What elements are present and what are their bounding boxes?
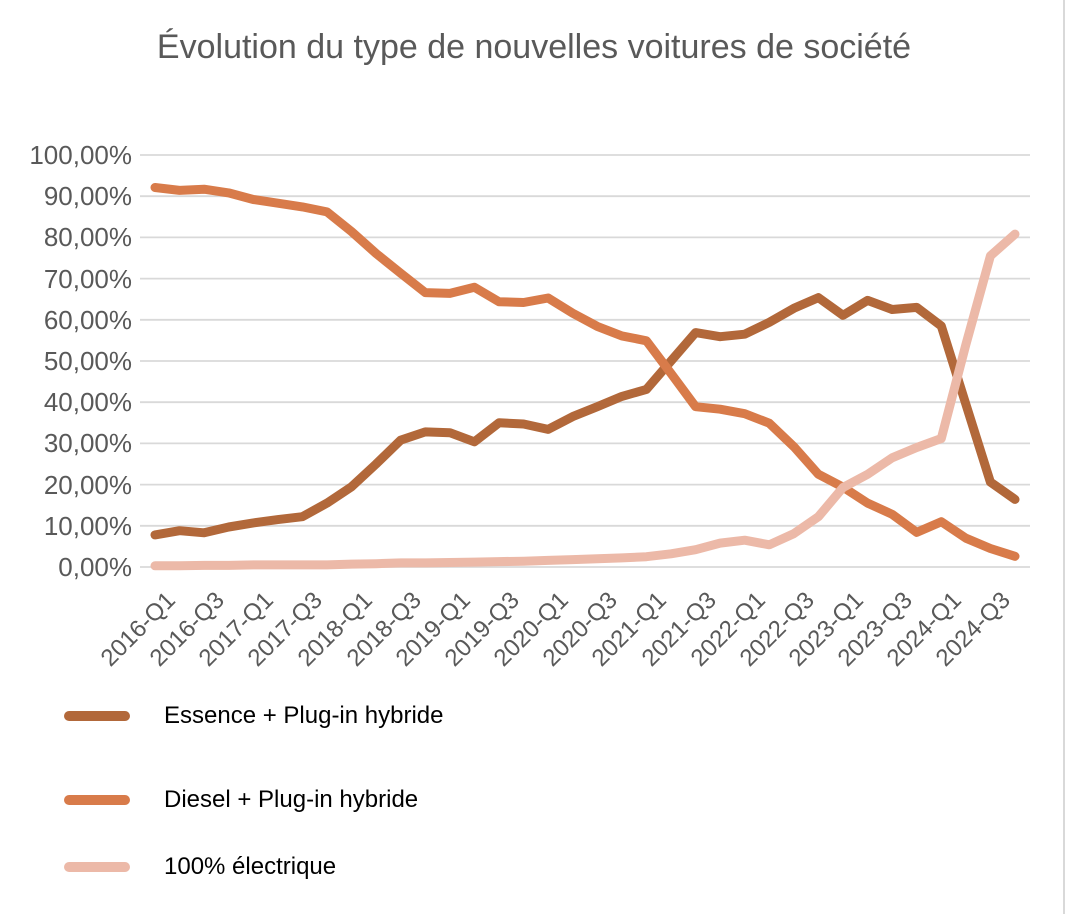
chart-title: Évolution du type de nouvelles voitures …: [156, 28, 912, 66]
y-axis-tick-label: 20,00%: [43, 469, 132, 500]
y-axis-tick-label: 70,00%: [43, 263, 132, 294]
legend-label-diesel: Diesel + Plug-in hybride: [164, 786, 419, 813]
y-axis-tick-label: 10,00%: [43, 510, 132, 541]
legend-item-electrique: 100% électrique: [64, 852, 336, 882]
y-axis-tick-label: 0,00%: [58, 552, 132, 582]
legend-item-diesel: Diesel + Plug-in hybride: [64, 785, 418, 815]
y-axis-tick-label: 40,00%: [43, 387, 132, 418]
legend-item-essence: Essence + Plug-in hybride: [64, 701, 444, 731]
y-axis-tick-label: 60,00%: [43, 304, 132, 335]
series-line-essence-plug-in-hybride: [150, 293, 1020, 540]
window-edge-line: [1063, 0, 1065, 914]
legend-swatch-essence: [64, 711, 130, 721]
legend-label-essence: Essence + Plug-in hybride: [164, 702, 444, 729]
series-line-100-lectrique: [150, 229, 1020, 571]
legend-swatch-electrique: [64, 862, 130, 872]
y-axis-tick-label: 30,00%: [43, 428, 132, 459]
y-axis-tick-label: 90,00%: [43, 181, 132, 212]
series-line-diesel-plug-in-hybride: [150, 183, 1020, 561]
y-axis-tick-label: 50,00%: [43, 346, 132, 376]
legend-swatch-diesel: [64, 795, 130, 805]
y-axis-tick-label: 100,00%: [29, 140, 132, 170]
y-axis-tick-label: 80,00%: [43, 222, 132, 253]
legend-label-electrique: 100% électrique: [164, 853, 337, 880]
